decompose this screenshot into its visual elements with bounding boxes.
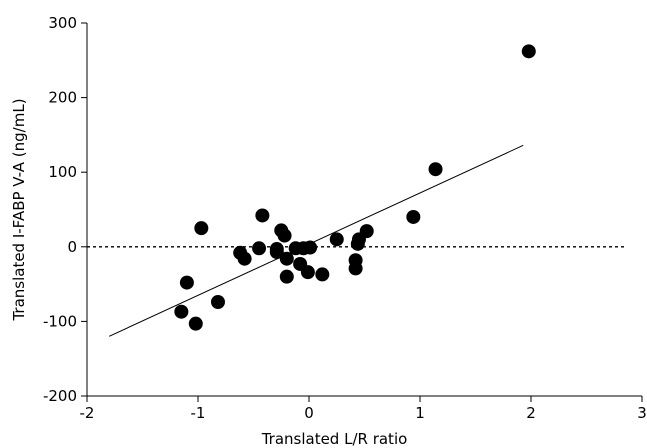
x-tick-label: -1	[191, 404, 206, 422]
y-axis-title: Translated I-FABP V-A (ng/mL)	[10, 98, 28, 321]
y-tick-label: 200	[48, 89, 77, 107]
data-point	[288, 241, 303, 256]
data-point	[329, 232, 344, 247]
data-point	[274, 223, 289, 238]
y-tick-label: 0	[67, 238, 77, 256]
y-tick-label: 100	[48, 163, 77, 181]
tick-labels: -2 -1 0 1 2 3 -200 -100 0 100 200 300	[43, 14, 647, 422]
data-point	[521, 44, 536, 59]
data-point	[279, 251, 294, 266]
data-point	[252, 241, 267, 256]
data-point	[315, 267, 330, 282]
data-point	[350, 236, 365, 251]
data-point	[348, 261, 363, 276]
y-tick-label: -100	[43, 312, 77, 330]
data-point	[210, 295, 225, 310]
x-tick-label: 1	[415, 404, 425, 422]
data-point	[174, 304, 189, 319]
data-point	[293, 256, 308, 271]
data-point	[406, 209, 421, 224]
data-point	[233, 245, 248, 260]
x-tick-label: 2	[526, 404, 536, 422]
y-tick-label: 300	[48, 14, 77, 32]
y-tick-label: -200	[43, 387, 77, 405]
data-point	[179, 275, 194, 290]
x-tick-label: 3	[637, 404, 647, 422]
data-point	[194, 221, 209, 236]
data-point	[428, 162, 443, 177]
x-tick-label: 0	[304, 404, 314, 422]
data-point	[188, 316, 203, 331]
data-points	[174, 44, 536, 331]
data-point	[269, 242, 284, 257]
regression-line-group	[108, 144, 524, 337]
data-point	[255, 208, 270, 223]
data-point	[279, 269, 294, 284]
x-tick-label: -2	[80, 404, 95, 422]
axes	[81, 22, 643, 402]
regression-line	[108, 144, 524, 337]
x-axis-title: Translated L/R ratio	[261, 430, 408, 448]
